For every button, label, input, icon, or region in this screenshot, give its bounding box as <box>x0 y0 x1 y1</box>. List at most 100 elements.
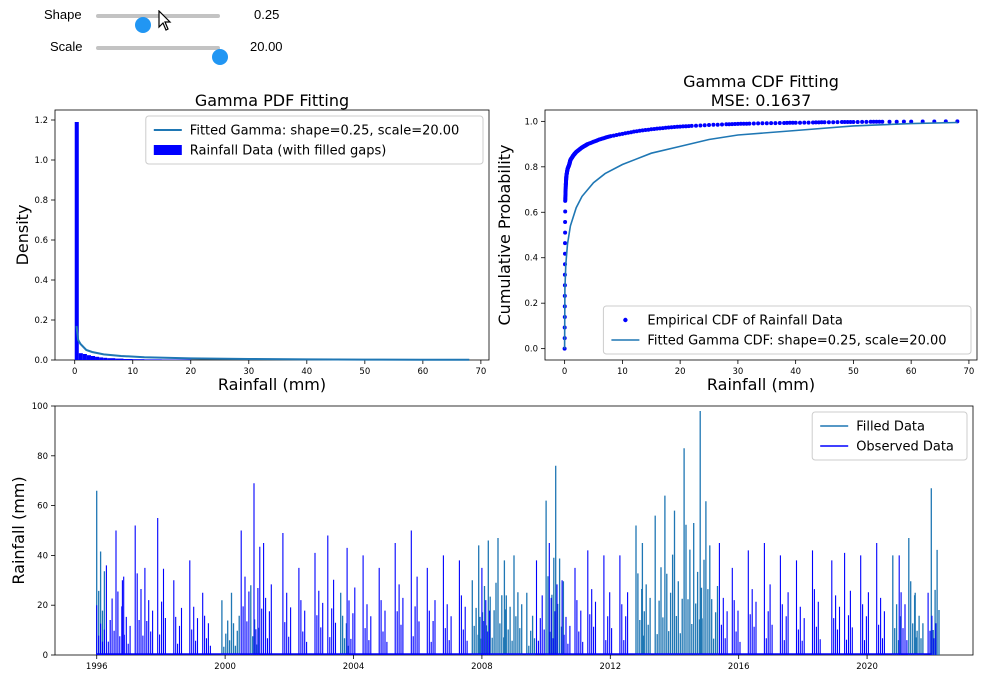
y-tick-label: 0.4 <box>524 254 538 264</box>
empirical-cdf-point <box>669 125 674 130</box>
legend-swatch-marker <box>623 317 628 323</box>
empirical-cdf-point <box>711 122 716 127</box>
empirical-cdf-point <box>715 122 720 127</box>
empirical-cdf-point <box>822 120 827 125</box>
x-tick-label: 50 <box>359 367 370 377</box>
empirical-cdf-point <box>793 120 798 125</box>
empirical-cdf-point <box>735 121 740 126</box>
legend-entry-label: Fitted Gamma CDF: shape=0.25, scale=20.0… <box>647 334 946 349</box>
x-tick-label: 20 <box>185 367 196 377</box>
x-tick-label: 10 <box>617 367 628 377</box>
cdf-x-axis-label: Rainfall (mm) <box>707 375 815 394</box>
cdf-chart-title: Gamma CDF Fitting <box>683 72 839 91</box>
empirical-cdf-point <box>694 123 698 128</box>
x-tick-label: 10 <box>127 367 138 377</box>
empirical-cdf-point <box>733 122 737 126</box>
empirical-cdf-point <box>839 120 844 124</box>
shape-slider-thumb[interactable] <box>134 17 151 33</box>
x-tick-label: 70 <box>475 367 486 377</box>
empirical-cdf-point <box>864 119 869 124</box>
empirical-cdf-point <box>813 120 818 125</box>
empirical-cdf-point <box>698 123 703 128</box>
x-tick-label: 70 <box>964 367 975 377</box>
legend-entry-label: Rainfall Data (with filled gaps) <box>190 144 387 159</box>
empirical-cdf-point <box>920 119 925 124</box>
empirical-cdf-point <box>741 121 746 126</box>
shape-value: 0.25 <box>254 7 280 22</box>
empirical-cdf-point <box>660 126 665 131</box>
scale-label: Scale <box>50 39 83 54</box>
pdf-chart-title: Gamma PDF Fitting <box>195 91 349 110</box>
empirical-cdf-point <box>756 121 761 126</box>
shape-label: Shape <box>44 7 82 22</box>
y-tick-label: 20 <box>37 601 48 611</box>
observed-data-line <box>96 483 937 655</box>
y-tick-label: 0.6 <box>524 208 538 218</box>
histogram-bar <box>90 356 96 360</box>
empirical-cdf-point <box>678 124 683 129</box>
empirical-cdf-point <box>751 121 756 126</box>
pdf-x-axis-label: Rainfall (mm) <box>218 375 326 394</box>
x-tick-label: 2012 <box>599 662 621 672</box>
x-tick-label: 1996 <box>86 662 108 672</box>
histogram-bar <box>86 355 91 360</box>
x-tick-label: 60 <box>906 367 917 377</box>
empirical-cdf-point <box>826 120 831 125</box>
x-tick-label: 50 <box>848 367 859 377</box>
empirical-cdf-point <box>819 120 824 125</box>
scale-value: 20.00 <box>250 39 283 54</box>
timeseries-legend <box>811 411 968 461</box>
empirical-cdf-point <box>806 120 811 125</box>
empirical-cdf-point <box>782 121 787 125</box>
legend-swatch-patch <box>153 145 182 155</box>
shape-slider-track[interactable] <box>96 14 220 33</box>
legend-entry-label: Observed Data <box>856 440 954 455</box>
empirical-cdf-point <box>874 119 879 124</box>
empirical-cdf-point <box>702 123 707 128</box>
empirical-cdf-point <box>894 119 899 124</box>
empirical-cdf-point <box>790 120 795 125</box>
y-tick-label: 80 <box>37 452 48 462</box>
histogram-bar <box>107 358 116 360</box>
empirical-cdf-point <box>663 125 668 130</box>
empirical-cdf-point <box>707 123 711 127</box>
y-tick-label: 0 <box>43 651 48 661</box>
empirical-cdf-point <box>764 121 769 126</box>
y-tick-label: 1.0 <box>34 156 48 166</box>
cdf-legend <box>602 305 972 355</box>
shape-slider-row: Shape 0.25 <box>0 5 320 33</box>
histogram-bar <box>123 359 133 360</box>
empirical-cdf-point <box>831 120 836 125</box>
x-tick-label: 2000 <box>214 662 236 672</box>
empirical-cdf-point <box>760 121 765 126</box>
y-tick-label: 1.2 <box>34 116 48 126</box>
y-tick-label: 0.2 <box>34 316 48 326</box>
x-tick-label: 2020 <box>856 662 878 672</box>
histogram-bar <box>74 122 79 360</box>
y-tick-label: 0.8 <box>524 163 538 173</box>
histogram-bar <box>132 359 145 360</box>
empirical-cdf-point <box>777 121 782 125</box>
empirical-cdf-point <box>747 121 752 126</box>
x-tick-label: 0 <box>72 367 77 377</box>
empirical-cdf-point <box>563 230 568 235</box>
empirical-cdf-point <box>798 120 802 125</box>
empirical-cdf-point <box>816 120 821 125</box>
y-tick-label: 1.0 <box>524 117 538 127</box>
histogram-bar <box>115 358 124 360</box>
empirical-cdf-point <box>769 121 774 126</box>
y-tick-label: 0.8 <box>34 196 48 206</box>
empirical-cdf-point <box>785 120 789 125</box>
scale-slider-track[interactable] <box>96 46 228 65</box>
empirical-cdf-point <box>811 120 815 125</box>
scale-slider-thumb[interactable] <box>212 49 228 65</box>
empirical-cdf-point <box>868 119 873 124</box>
empirical-cdf-point <box>727 122 732 127</box>
x-tick-label: 2004 <box>343 662 365 672</box>
empirical-cdf-point <box>681 124 685 129</box>
y-tick-label: 0.4 <box>34 276 48 286</box>
empirical-cdf-point <box>563 220 568 224</box>
empirical-cdf-point <box>744 121 749 126</box>
x-tick-label: 2016 <box>728 662 750 672</box>
